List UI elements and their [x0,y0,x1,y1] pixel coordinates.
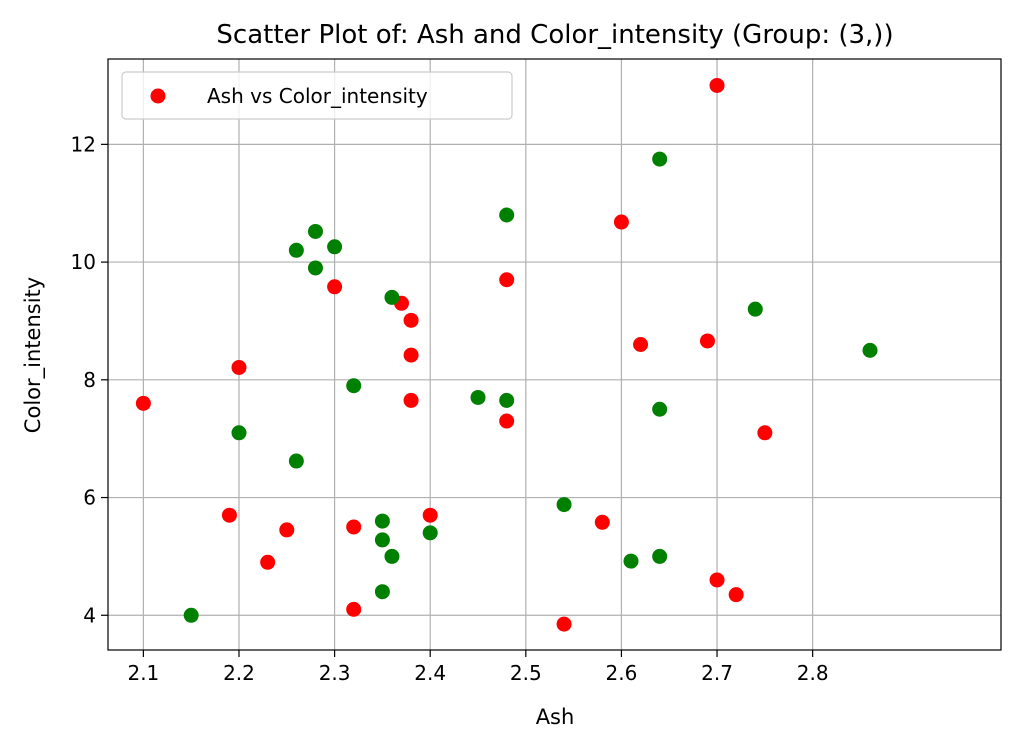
green-data-point [652,548,668,564]
red-data-point [135,395,151,411]
green-data-point [652,401,668,417]
y-tick-label: 12 [71,132,96,156]
x-tick-label: 2.4 [414,661,446,685]
data-points [135,77,878,632]
red-data-point [499,272,515,288]
x-tick-label: 2.6 [606,661,638,685]
x-tick-label: 2.3 [319,661,351,685]
green-data-point [470,389,486,405]
x-tick-label: 2.2 [223,661,255,685]
axis-ticks: 2.1 2.2 2.3 2.4 2.5 2.6 2.7 2.8 4 6 8 10 12 [71,132,829,685]
green-data-point [422,525,438,541]
red-data-point [757,425,773,441]
plot-frame [107,58,1002,651]
green-data-point [327,239,343,255]
legend-label: Ash vs Color_intensity [207,84,428,108]
green-data-point [499,207,515,223]
red-data-point [556,616,572,632]
red-data-point [499,413,515,429]
green-data-point [623,553,639,569]
red-data-point [231,359,247,375]
red-data-point [699,333,715,349]
green-data-point [652,151,668,167]
legend-box [121,71,513,120]
red-data-point [613,214,629,230]
x-tick-label: 2.5 [510,661,542,685]
x-tick-label: 2.1 [127,661,159,685]
y-tick-label: 6 [83,486,96,510]
red-data-point [346,519,362,535]
grid [108,59,1001,650]
green-data-point [288,242,304,258]
green-data-point [307,260,323,276]
red-data-point [403,392,419,408]
x-axis-label: Ash [536,705,575,729]
red-data-point [633,336,649,352]
red-data-point [728,587,744,603]
green-data-point [346,378,362,394]
y-tick-label: 4 [83,603,96,627]
green-data-point [307,223,323,239]
y-tick-label: 10 [71,250,96,274]
green-data-point [374,584,390,600]
green-data-point [374,532,390,548]
y-tick-label: 8 [83,368,96,392]
red-data-point [279,522,295,538]
red-data-point [709,77,725,93]
red-data-point [422,507,438,523]
red-data-point [260,554,276,570]
green-data-point [288,453,304,469]
green-data-point [374,513,390,529]
red-data-point [327,279,343,295]
green-data-point [231,425,247,441]
red-data-point [709,572,725,588]
green-data-point [747,301,763,317]
x-tick-label: 2.7 [701,661,733,685]
legend: Ash vs Color_intensity [121,71,513,120]
red-data-point [594,514,610,530]
green-data-point [183,607,199,623]
green-data-point [384,548,400,564]
legend-marker [150,88,166,104]
red-data-point [403,347,419,363]
chart-title: Scatter Plot of: Ash and Color_intensity… [216,20,893,50]
y-axis-label: Color_intensity [21,277,46,433]
red-data-point [221,507,237,523]
x-tick-label: 2.8 [797,661,829,685]
green-data-point [384,289,400,305]
red-data-point [403,312,419,328]
green-data-point [556,497,572,513]
green-data-point [499,392,515,408]
red-data-point [346,601,362,617]
green-data-point [862,342,878,358]
